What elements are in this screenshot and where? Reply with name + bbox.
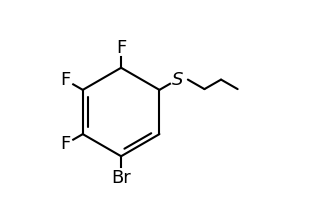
Text: Br: Br: [111, 169, 131, 187]
Text: S: S: [172, 71, 183, 88]
Text: F: F: [116, 39, 126, 57]
Text: F: F: [60, 71, 71, 89]
Text: F: F: [60, 135, 71, 153]
